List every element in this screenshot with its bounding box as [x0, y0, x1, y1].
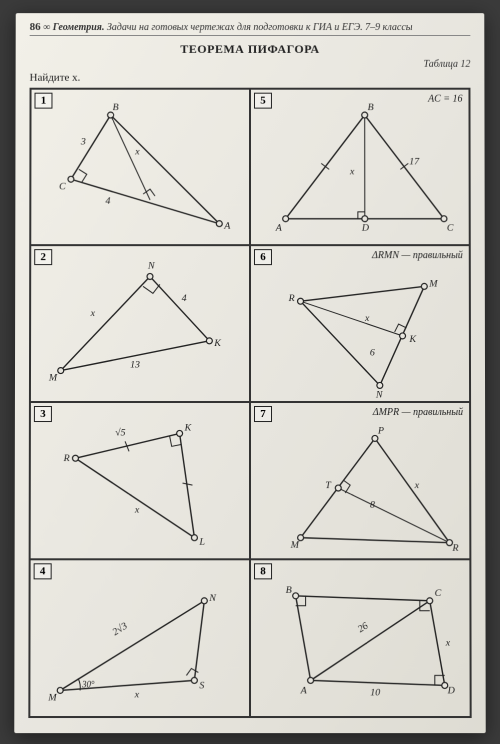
find-x: Найдите x.	[30, 72, 471, 84]
cell-1: 1 B C A 3 x 4	[30, 89, 250, 245]
svg-text:M: M	[290, 540, 300, 551]
svg-text:√5: √5	[115, 427, 125, 438]
cell-3: 3 R K L √5 x	[30, 402, 250, 559]
svg-text:17: 17	[409, 156, 420, 167]
svg-text:x: x	[364, 313, 370, 324]
cell-2: 2 N K M 4 x 13	[30, 245, 250, 402]
diagram-1: B C A 3 x 4	[31, 90, 249, 244]
svg-text:4: 4	[182, 293, 187, 304]
diagram-2: N K M 4 x 13	[31, 246, 249, 401]
header: 86 ∞ Геометрия. Задачи на готовых чертеж…	[30, 21, 471, 36]
cell-number: 7	[254, 406, 272, 422]
header-sep: ∞	[43, 22, 53, 33]
cell-number: 8	[254, 563, 272, 579]
page-number: 86	[30, 21, 41, 33]
cell-6: 6 ΔRMN — правильный R M K N x 6	[250, 245, 470, 402]
svg-text:x: x	[134, 689, 140, 700]
svg-text:B: B	[368, 102, 374, 113]
svg-text:6: 6	[370, 348, 375, 359]
cell-number: 1	[34, 93, 52, 109]
book-subtitle: Задачи на готовых чертежах для подготовк…	[107, 22, 413, 33]
svg-text:L: L	[198, 537, 205, 548]
cell-number: 2	[34, 249, 52, 265]
svg-text:26: 26	[356, 621, 370, 636]
svg-text:C: C	[435, 588, 442, 599]
svg-text:T: T	[325, 480, 332, 491]
svg-text:10: 10	[370, 687, 380, 698]
cell-8: 8 B C A D 26 10 x	[250, 559, 471, 717]
svg-text:x: x	[414, 480, 420, 491]
diagram-8: B C A D 26 10 x	[251, 560, 470, 716]
svg-text:D: D	[447, 685, 455, 696]
svg-text:8: 8	[370, 500, 375, 511]
svg-text:A: A	[300, 685, 308, 696]
svg-text:N: N	[208, 593, 217, 604]
svg-text:M: M	[47, 692, 57, 703]
svg-text:x: x	[349, 166, 355, 177]
svg-text:N: N	[147, 261, 156, 272]
diagram-7: P T M R 8 x	[251, 403, 469, 558]
svg-text:x: x	[90, 308, 96, 319]
diagram-4: M N S 2√3 30° x	[30, 560, 249, 716]
svg-text:M: M	[428, 278, 438, 289]
svg-text:B: B	[113, 102, 119, 113]
cell-note: ΔMPR — правильный	[373, 407, 463, 418]
book-title: Геометрия.	[53, 22, 105, 33]
cell-5: 5 AC = 16 B A D C 17 x	[250, 89, 470, 245]
main-title: ТЕОРЕМА ПИФАГОРА	[30, 42, 471, 57]
svg-text:B: B	[286, 585, 292, 596]
svg-text:N: N	[375, 389, 384, 400]
cell-number: 4	[34, 563, 52, 579]
svg-text:D: D	[361, 223, 369, 234]
page: 86 ∞ Геометрия. Задачи на готовых чертеж…	[14, 13, 485, 733]
cell-note: AC = 16	[428, 94, 462, 105]
svg-text:K: K	[213, 338, 222, 349]
svg-text:R: R	[63, 453, 70, 464]
svg-text:P: P	[377, 425, 384, 436]
svg-text:C: C	[59, 181, 66, 192]
svg-text:2√3: 2√3	[111, 621, 130, 639]
diagram-3: R K L √5 x	[31, 403, 249, 558]
svg-text:C: C	[447, 223, 454, 234]
svg-text:30°: 30°	[81, 679, 95, 689]
svg-text:4: 4	[106, 196, 111, 207]
table-label: Таблица 12	[30, 59, 471, 70]
svg-text:x: x	[445, 638, 451, 649]
svg-text:x: x	[134, 505, 140, 516]
svg-text:A: A	[275, 223, 283, 234]
cell-number: 6	[254, 249, 272, 265]
svg-text:S: S	[199, 680, 204, 691]
svg-text:x: x	[134, 147, 140, 158]
cell-note: ΔRMN — правильный	[372, 250, 463, 261]
cell-4: 4 M N S 2√3 30° x	[29, 559, 250, 717]
svg-text:3: 3	[80, 137, 86, 148]
svg-text:A: A	[223, 221, 231, 232]
svg-text:13: 13	[130, 360, 140, 371]
cell-number: 3	[34, 406, 52, 422]
diagram-6: R M K N x 6	[251, 246, 469, 401]
cell-7: 7 ΔMPR — правильный P T M R 8 x	[250, 402, 470, 559]
diagram-5: B A D C 17 x	[251, 90, 469, 244]
svg-text:R: R	[288, 293, 295, 304]
svg-text:R: R	[451, 543, 458, 554]
problems-grid: 1 B C A 3 x 4 5 AC = 16	[28, 88, 471, 718]
svg-text:K: K	[184, 422, 193, 433]
svg-text:K: K	[408, 334, 417, 345]
svg-text:M: M	[48, 372, 58, 383]
cell-number: 5	[254, 93, 272, 109]
